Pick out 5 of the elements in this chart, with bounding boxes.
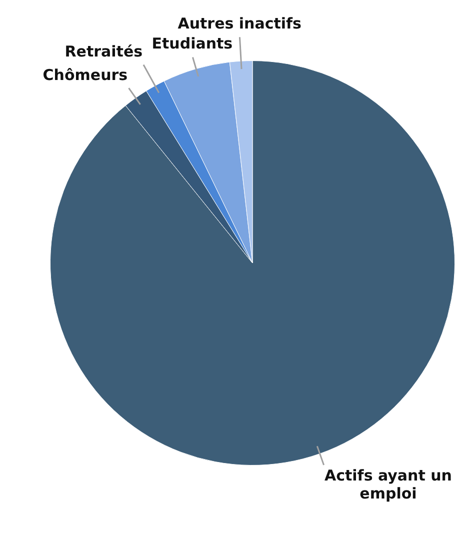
slice-label: Autres inactifs (178, 14, 302, 33)
slice-label: Etudiants (152, 34, 233, 53)
slice-label: Actifs ayant un emploi (324, 466, 452, 502)
slice-label: Retraités (64, 42, 143, 60)
slice-label: Chômeurs (42, 66, 128, 84)
